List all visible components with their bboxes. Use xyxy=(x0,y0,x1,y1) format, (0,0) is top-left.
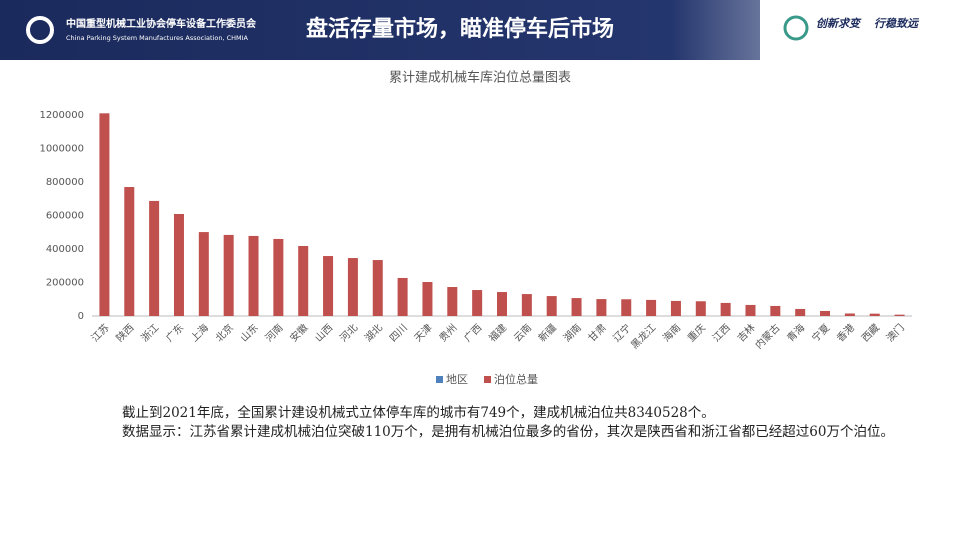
bar xyxy=(298,245,309,316)
slide-title: 盘活存量市场，瞄准停车后市场 xyxy=(306,16,614,42)
bar xyxy=(149,200,160,316)
y-tick-label: 0 xyxy=(78,311,84,322)
legend-swatch xyxy=(436,376,443,383)
legend-label: 地区 xyxy=(446,373,468,386)
bar xyxy=(646,299,657,316)
slogan: 创新求变 xyxy=(816,17,862,30)
bar xyxy=(869,313,880,316)
bar xyxy=(571,298,582,316)
bar xyxy=(497,292,507,316)
y-tick-label: 400000 xyxy=(46,244,84,255)
x-tick-label: 北京 xyxy=(213,321,236,344)
legend-label: 泊位总量 xyxy=(494,372,538,386)
x-tick-label: 山西 xyxy=(313,322,336,345)
x-tick-label: 福建 xyxy=(486,321,509,344)
x-tick-label: 辽宁 xyxy=(610,321,633,344)
org-cn: 中国重型机械工业协会停车设备工作委员会 xyxy=(66,17,256,30)
x-tick-label: 黑龙江 xyxy=(628,321,658,351)
bar xyxy=(397,277,408,316)
x-tick-label: 广西 xyxy=(462,322,485,345)
y-tick-label: 1200000 xyxy=(39,110,84,121)
bar xyxy=(248,235,259,316)
paragraph: 截止到2021年底，全国累计建设机械式立体停车库的城市有749个，建成机械泊位共… xyxy=(122,405,715,421)
bar xyxy=(745,304,756,316)
bar xyxy=(372,260,383,316)
x-tick-label: 山东 xyxy=(237,321,260,344)
x-tick-label: 香港 xyxy=(834,322,857,345)
x-tick-label: 云南 xyxy=(511,321,534,344)
header-right xyxy=(760,0,960,60)
bar xyxy=(670,300,681,316)
x-tick-label: 浙江 xyxy=(139,322,162,345)
bar xyxy=(695,301,706,316)
bar xyxy=(546,296,557,316)
bar xyxy=(347,258,358,316)
bar xyxy=(472,290,483,316)
x-tick-label: 海南 xyxy=(660,321,683,344)
y-tick-label: 600000 xyxy=(46,211,84,222)
bar xyxy=(720,302,731,316)
bar xyxy=(894,314,905,316)
legend-swatch xyxy=(484,376,491,383)
paragraph: 数据显示：江苏省累计建成机械泊位突破110万个，是拥有机械泊位最多的省份，其次是… xyxy=(122,424,894,440)
bar xyxy=(795,308,806,316)
x-tick-label: 内蒙古 xyxy=(752,321,782,351)
bar xyxy=(223,234,234,316)
text-block: 截止到2021年底，全国累计建设机械式立体停车库的城市有749个，建成机械泊位共… xyxy=(88,404,908,442)
x-tick-label: 吉林 xyxy=(734,321,757,344)
x-tick-label: 贵州 xyxy=(436,321,459,344)
bar xyxy=(521,294,532,316)
x-tick-label: 宁夏 xyxy=(809,321,832,344)
x-tick-label: 甘肃 xyxy=(585,321,608,344)
x-tick-label: 安徽 xyxy=(287,321,310,344)
x-tick-label: 湖北 xyxy=(362,322,385,345)
logo xyxy=(26,16,54,44)
bar xyxy=(770,305,781,316)
x-tick-label: 天津 xyxy=(412,322,435,345)
x-tick-label: 河北 xyxy=(338,322,361,345)
y-tick-label: 200000 xyxy=(46,278,84,289)
x-tick-label: 广东 xyxy=(163,321,186,344)
x-tick-label: 重庆 xyxy=(685,321,708,344)
bar xyxy=(198,232,209,316)
x-tick-label: 江西 xyxy=(710,322,733,345)
x-tick-label: 四川 xyxy=(388,322,410,344)
x-tick-label: 湖南 xyxy=(560,321,583,344)
x-tick-label: 上海 xyxy=(188,321,211,344)
chart-title: 累计建成机械车库泊位总量图表 xyxy=(389,70,571,86)
x-tick-label: 新疆 xyxy=(536,321,559,344)
x-tick-label: 河南 xyxy=(262,321,285,344)
bar xyxy=(323,256,334,316)
bar xyxy=(844,313,855,316)
y-tick-label: 800000 xyxy=(46,177,84,188)
right-logo xyxy=(783,15,809,41)
x-tick-label: 江苏 xyxy=(88,321,111,344)
bar xyxy=(124,187,135,316)
org-en: China Parking System Manufactures Associ… xyxy=(66,34,249,42)
x-tick-label: 青海 xyxy=(784,321,807,344)
bar xyxy=(99,113,110,316)
slogan: 行稳致远 xyxy=(874,17,920,30)
bar xyxy=(596,299,607,316)
bar xyxy=(173,213,184,316)
bar xyxy=(273,238,284,316)
bar xyxy=(447,287,458,316)
x-tick-label: 澳门 xyxy=(883,321,906,344)
bar xyxy=(422,281,433,316)
y-tick-label: 1000000 xyxy=(39,144,84,155)
x-tick-label: 陕西 xyxy=(113,321,136,344)
x-tick-label: 西藏 xyxy=(859,322,882,345)
bar xyxy=(621,299,632,316)
bar xyxy=(820,310,831,316)
